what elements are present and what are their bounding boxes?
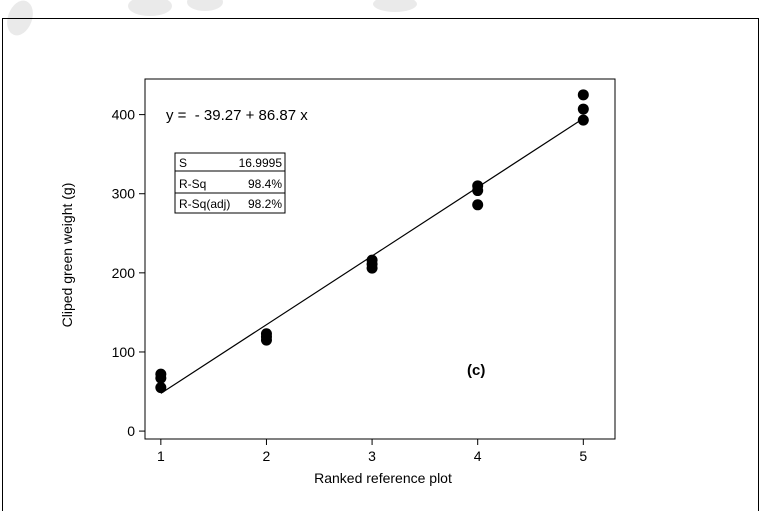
y-tick-label: 100 (112, 344, 136, 360)
data-point (260, 328, 272, 340)
plot-area (144, 78, 616, 440)
x-tick-label: 5 (579, 448, 587, 464)
x-tick-label: 3 (368, 448, 376, 464)
data-point (577, 89, 589, 101)
regression-equation: y = - 39.27 + 86.87 x (166, 107, 308, 124)
y-axis: 0 100 200 300 400 (112, 107, 145, 439)
data-point (472, 180, 484, 192)
watermark-fragment (0, 0, 763, 40)
x-axis: 1 2 3 4 5 (157, 439, 587, 464)
data-point (366, 254, 378, 266)
y-axis-label: Cliped green weight (g) (59, 183, 75, 328)
data-point (155, 368, 167, 380)
data-points (155, 89, 589, 394)
y-tick-label: 200 (112, 265, 136, 281)
data-point (155, 382, 167, 394)
data-point (472, 199, 484, 211)
stats-rsq-value: 98.4% (248, 177, 282, 191)
stats-s-label: S (179, 156, 187, 170)
y-tick-label: 0 (127, 423, 135, 439)
y-tick-label: 400 (112, 107, 136, 123)
figure-frame (2, 18, 759, 511)
stats-s-value: 16.9995 (239, 156, 283, 170)
x-tick-label: 1 (157, 448, 165, 464)
x-axis-label: Ranked reference plot (314, 470, 452, 486)
stats-rsq-label: R-Sq (179, 177, 206, 191)
stats-rsqadj-value: 98.2% (248, 197, 282, 211)
x-tick-label: 2 (263, 448, 271, 464)
panel-label: (c) (467, 362, 485, 379)
stats-box: S 16.9995 R-Sq 98.4% R-Sq(adj) 98.2% (174, 152, 286, 214)
y-tick-label: 300 (112, 186, 136, 202)
data-point (577, 103, 589, 115)
stats-rsqadj-label: R-Sq(adj) (179, 197, 230, 211)
x-tick-label: 4 (474, 448, 482, 464)
data-point (577, 114, 589, 126)
